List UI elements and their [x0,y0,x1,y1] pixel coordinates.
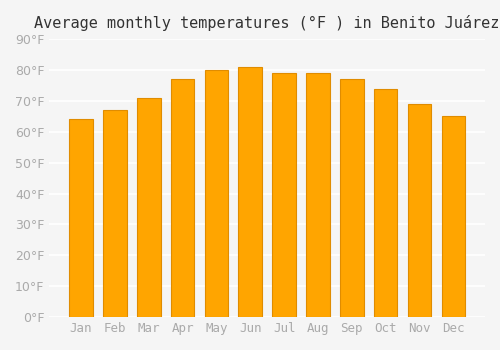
Bar [204,70,229,317]
Bar [272,73,296,317]
Bar [103,110,126,317]
Bar [306,73,330,317]
Bar [374,89,398,317]
Bar [238,67,262,317]
Bar [170,79,194,317]
Bar [137,98,160,317]
Bar [69,119,93,317]
Bar [340,79,363,317]
Title: Average monthly temperatures (°F ) in Benito Juárez: Average monthly temperatures (°F ) in Be… [34,15,500,31]
Bar [442,116,465,317]
Bar [408,104,432,317]
